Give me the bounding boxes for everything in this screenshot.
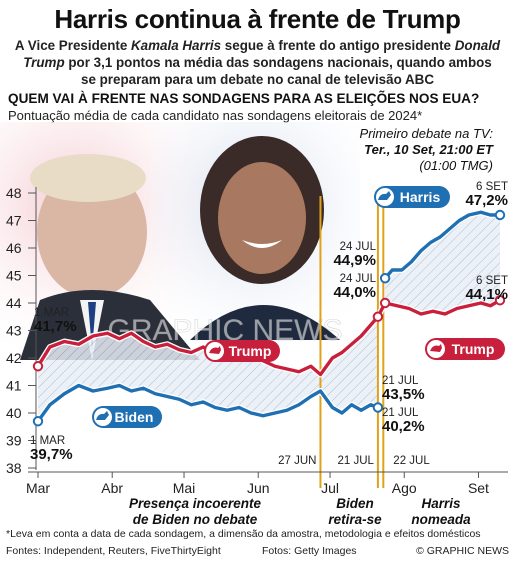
intro-harris-name: Kamala Harris <box>131 38 222 53</box>
series-line-biden <box>36 383 380 423</box>
data-label-date: 24 JUL <box>340 241 377 253</box>
y-tick-label: 47 <box>6 213 22 229</box>
biden-badge-label: Biden <box>115 409 154 425</box>
intro-part-c: por 3,1 pontos na média das sondagens na… <box>64 55 492 87</box>
y-tick-label: 46 <box>6 240 22 256</box>
x-tick-label: Jul <box>321 480 339 496</box>
series-line-harris <box>383 210 502 280</box>
y-tick-label: 45 <box>6 268 22 284</box>
photo-credit: Fotos: Getty Images <box>262 545 357 557</box>
harris-trump-gap-area <box>385 212 500 314</box>
data-label-value: 44,9% <box>333 252 376 269</box>
y-tick-label: 41 <box>6 378 22 394</box>
event-biden-withdraws: Biden retira-se <box>310 496 400 528</box>
data-label-value: 44,0% <box>333 284 376 301</box>
donkey-icon <box>96 411 109 420</box>
data-point-trump <box>32 361 44 372</box>
data-label-date: 6 SET <box>476 275 508 287</box>
data-label-value: 43,5% <box>382 386 425 403</box>
x-tick-label: Ago <box>392 480 417 496</box>
event-lines: 27 JUN 21 JUL 22 JUL <box>278 196 430 488</box>
y-tick-label: 39 <box>6 433 22 449</box>
data-label-value: 39,7% <box>30 446 73 463</box>
data-label-value: 40,2% <box>382 418 425 435</box>
event-date-label: 27 JUN <box>278 455 316 467</box>
event-harris-nominated-line1: Harris <box>421 496 461 511</box>
data-label-date: 24 JUL <box>340 273 377 285</box>
x-tick-label: Jun <box>247 480 270 496</box>
badge-biden: Biden <box>92 406 162 428</box>
event-harris-nominated-line2: nomeada <box>411 512 471 527</box>
chart-subtitle: Pontuação média de cada candidato nas so… <box>8 108 423 123</box>
elephant-icon <box>430 344 442 352</box>
debate-line2: Ter., 10 Set, 21:00 ET <box>364 142 493 157</box>
y-tick-label: 40 <box>6 405 22 421</box>
y-tick-label: 38 <box>6 460 22 476</box>
badge-harris: Harris <box>374 186 450 208</box>
harris-photo <box>190 136 340 340</box>
data-label-date: 1 MAR <box>30 435 65 447</box>
y-tick-label: 42 <box>6 350 22 366</box>
data-label-date: 21 JUL <box>382 407 419 419</box>
data-point-biden <box>372 402 384 413</box>
intro-trump-name: Donald Trump <box>23 38 501 70</box>
trump-badge-label-right: Trump <box>452 341 495 357</box>
data-label-value: 44,1% <box>465 286 508 303</box>
series-line-trump <box>36 298 502 377</box>
harris-badge-label: Harris <box>400 189 441 205</box>
debate-line1: Primeiro debate na TV: <box>359 126 493 141</box>
footnote: *Leva em conta a data de cada sondagem, … <box>6 528 481 540</box>
page-title: Harris continua à frente de Trump <box>54 4 461 34</box>
x-axis: Mar Abr Mai Jun Jul Ago Set <box>26 471 508 496</box>
event-biden-debate: Presença incoerente de Biden no debate <box>110 496 280 528</box>
series-lines <box>32 209 506 427</box>
event-biden-debate-line1: Presença incoerente <box>128 496 262 511</box>
data-label-date: 1 MAR <box>34 307 69 319</box>
event-date-label: 21 JUL <box>337 455 374 467</box>
intro-part-a: A Vice Presidente <box>14 38 131 53</box>
data-point-trump <box>494 295 506 306</box>
data-label-date: 21 JUL <box>382 375 419 387</box>
chart-question: QUEM VAI À FRENTE NAS SONDAGENS PARA AS … <box>8 91 480 106</box>
elephant-icon <box>209 346 221 354</box>
event-biden-debate-line2: de Biden no debate <box>132 512 258 527</box>
event-biden-withdraws-line1: Biden <box>336 496 374 511</box>
data-point-harris <box>494 209 506 221</box>
x-tick-label: Abr <box>101 480 123 496</box>
data-label-value: 47,2% <box>465 192 508 209</box>
event-date-label: 22 JUL <box>393 455 430 467</box>
debate-line3: (01:00 TMG) <box>419 158 493 173</box>
intro-text: A Vice Presidente Kamala Harris segue à … <box>14 37 501 88</box>
sources: Fontes: Independent, Reuters, FiveThirty… <box>6 545 221 557</box>
data-point-harris <box>379 273 391 284</box>
y-tick-label: 44 <box>6 295 22 311</box>
event-biden-withdraws-line2: retira-se <box>328 512 382 527</box>
data-point-trump <box>379 297 391 309</box>
intro-part-b: segue à frente do antigo presidente <box>221 38 455 53</box>
trump-biden-gap-area <box>38 316 378 422</box>
x-tick-label: Mar <box>26 480 50 496</box>
data-label-date: 6 SET <box>476 181 508 193</box>
y-tick-label: 48 <box>6 185 22 201</box>
trump-badge-label: Trump <box>229 343 272 359</box>
badge-trump-left: Trump <box>204 340 280 362</box>
data-point-biden <box>32 416 44 427</box>
badge-trump-right: Trump <box>425 338 505 360</box>
x-tick-label: Mai <box>173 480 196 496</box>
y-tick-label: 43 <box>6 323 22 339</box>
debate-callout: Primeiro debate na TV: Ter., 10 Set, 21:… <box>360 126 493 174</box>
data-label-value: 41,7% <box>34 318 77 335</box>
event-harris-nominated: Harris nomeada <box>396 496 486 528</box>
donkey-icon <box>378 191 391 200</box>
x-tick-label: Set <box>468 480 489 496</box>
copyright: © GRAPHIC NEWS <box>416 545 509 557</box>
data-point-trump <box>372 311 384 322</box>
